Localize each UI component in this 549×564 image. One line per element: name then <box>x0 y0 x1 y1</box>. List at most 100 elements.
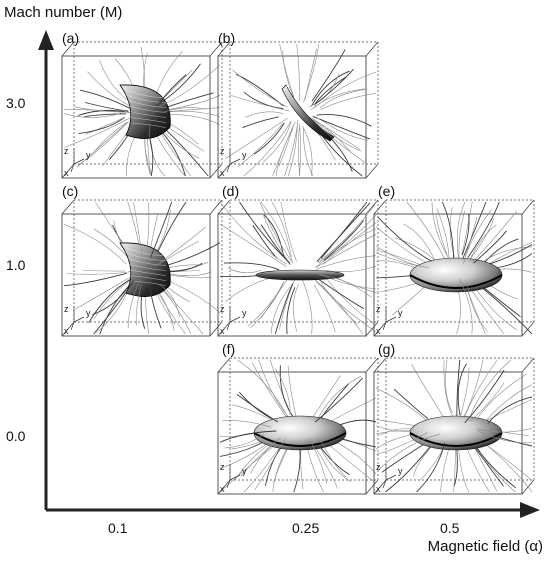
field-line <box>63 224 127 265</box>
field-line <box>321 383 349 418</box>
field-line <box>375 245 429 268</box>
field-line <box>127 278 142 329</box>
mini-axis-y <box>385 474 397 481</box>
field-line <box>436 208 450 259</box>
field-line <box>468 224 497 264</box>
cap-stripe <box>129 269 167 276</box>
box-edge <box>217 357 231 373</box>
y-tick-label: 0.0 <box>6 428 26 444</box>
field-line <box>299 127 301 177</box>
field-line <box>316 375 362 421</box>
field-line <box>238 391 276 422</box>
mini-axis-label-y: y <box>242 308 247 318</box>
mini-axis-label-x: x <box>220 484 225 494</box>
oblate-surface <box>409 415 503 451</box>
sheet-stripe <box>322 124 331 129</box>
panel-e: z y x <box>373 199 535 337</box>
mini-axis-label-x: x <box>64 326 69 336</box>
field-line <box>317 204 376 263</box>
field-line <box>311 49 346 102</box>
sheet-stripe <box>315 116 324 121</box>
field-line <box>76 121 129 168</box>
y-tick-label: 3.0 <box>6 95 26 111</box>
field-line <box>302 279 313 335</box>
panel-b: z y x <box>217 41 379 179</box>
oblate-rim <box>409 432 503 447</box>
field-line <box>260 282 284 319</box>
field-line <box>315 255 377 270</box>
field-line <box>483 238 519 264</box>
panels-layer: z y x z y x z y x z y x z y x z y x z y x <box>61 41 535 495</box>
mini-axis-x <box>226 479 231 489</box>
field-line <box>458 210 465 259</box>
mini-axis-label-y: y <box>242 466 247 476</box>
field-line <box>280 201 297 262</box>
box-back-face <box>73 199 223 323</box>
mini-axis-label-z: z <box>220 304 225 314</box>
field-line <box>303 43 319 103</box>
field-line <box>463 209 492 264</box>
field-line <box>263 214 285 257</box>
field-line <box>311 275 377 333</box>
sheet-stripe <box>300 99 309 104</box>
field-line <box>271 201 292 257</box>
field-line <box>315 280 363 335</box>
field-line <box>476 373 528 421</box>
cap-stripe <box>131 275 167 281</box>
cap-surface <box>119 242 171 297</box>
mini-axis-x <box>70 321 75 331</box>
field-line <box>375 432 428 455</box>
field-line <box>393 388 429 420</box>
box-edge <box>61 163 75 179</box>
field-line <box>63 272 127 287</box>
field-line <box>457 363 467 416</box>
field-line <box>85 118 123 135</box>
field-line <box>158 74 187 104</box>
oblate-rim <box>253 432 347 447</box>
mini-axis-y <box>229 316 241 323</box>
field-line <box>309 440 328 484</box>
field-line <box>464 284 486 335</box>
panel-label-e: (e) <box>378 183 396 199</box>
panel-label-c: (c) <box>62 183 79 199</box>
field-line <box>287 365 297 419</box>
field-line <box>431 201 448 256</box>
disk-surface <box>255 269 345 281</box>
box-edge <box>365 357 379 373</box>
mini-axis-label-z: z <box>376 462 381 472</box>
box-edge <box>373 199 387 215</box>
field-line <box>323 220 364 261</box>
oblate-surface <box>253 415 347 451</box>
box-front-face <box>217 55 367 179</box>
cap-stripe <box>123 88 167 98</box>
field-line <box>313 76 347 106</box>
field-line <box>487 396 533 424</box>
box-edge <box>61 321 75 337</box>
field-line <box>479 438 533 492</box>
mini-axis-y <box>73 316 85 323</box>
field-line <box>224 433 264 449</box>
mini-axis-label-z: z <box>64 146 69 156</box>
field-line <box>461 201 473 255</box>
sheet-surface <box>281 84 335 142</box>
field-line <box>314 68 354 105</box>
field-line <box>320 93 377 111</box>
field-line <box>469 382 505 422</box>
field-line <box>308 73 340 108</box>
mini-axis-label-y: y <box>86 308 91 318</box>
field-line <box>93 279 135 335</box>
box-edge <box>365 163 379 179</box>
field-line <box>278 125 294 167</box>
box-edge <box>209 321 223 337</box>
field-line <box>411 364 447 421</box>
field-line <box>312 119 369 165</box>
field-line <box>473 230 507 264</box>
mini-axis-x <box>70 163 75 173</box>
box-edge <box>217 321 231 337</box>
field-line <box>222 419 272 428</box>
mini-axis-y <box>73 158 85 165</box>
field-line <box>312 115 371 140</box>
field-line <box>253 122 285 155</box>
field-line <box>288 123 298 177</box>
